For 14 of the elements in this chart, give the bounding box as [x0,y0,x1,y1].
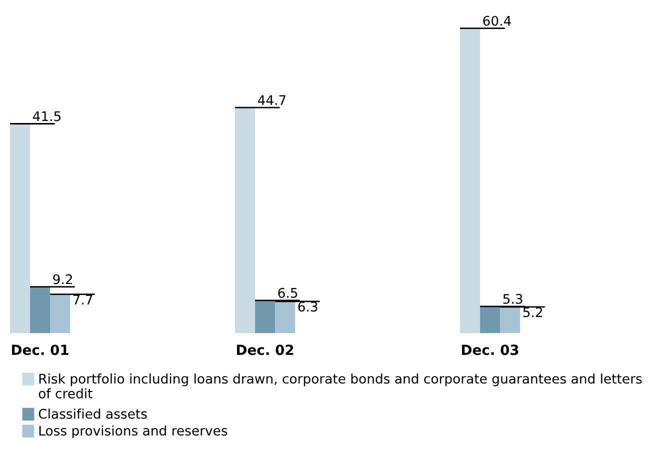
data-label: 41.5 [32,111,61,122]
x-tick-label: Dec. 02 [237,344,294,356]
data-label: 6.3 [298,302,318,312]
legend-label: Risk portfolio including loans drawn, corporate bonds and corporate guarantees and letters of credit [38,373,642,398]
legend-label: Loss provisions and reserves [39,425,228,438]
data-label: 5.3 [503,294,522,304]
legend-label: Classified assets [38,408,147,419]
data-label: 5.2 [523,307,542,318]
data-label: 9.2 [53,274,72,284]
x-tick-label: Dec. 03 [462,344,518,356]
data-label: 60.4 [483,16,511,26]
data-label: 6.5 [278,288,298,298]
x-tick-label: Dec. 01 [12,344,68,356]
data-label: 44.7 [258,95,286,105]
